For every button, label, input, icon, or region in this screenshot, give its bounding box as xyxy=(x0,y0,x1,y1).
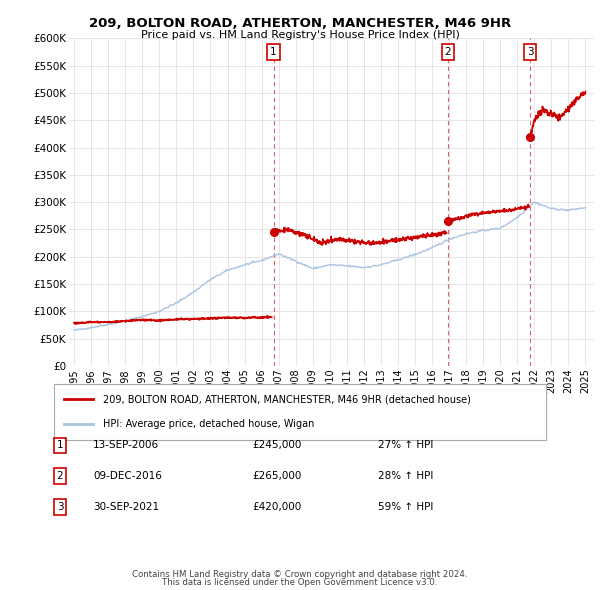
Text: 2: 2 xyxy=(56,471,64,481)
Text: 1: 1 xyxy=(56,441,64,450)
Text: 27% ↑ HPI: 27% ↑ HPI xyxy=(378,441,433,450)
Text: 28% ↑ HPI: 28% ↑ HPI xyxy=(378,471,433,481)
Text: 59% ↑ HPI: 59% ↑ HPI xyxy=(378,502,433,512)
Text: 30-SEP-2021: 30-SEP-2021 xyxy=(93,502,159,512)
Text: 2: 2 xyxy=(445,47,451,57)
Text: £420,000: £420,000 xyxy=(252,502,301,512)
Text: Contains HM Land Registry data © Crown copyright and database right 2024.: Contains HM Land Registry data © Crown c… xyxy=(132,571,468,579)
Text: This data is licensed under the Open Government Licence v3.0.: This data is licensed under the Open Gov… xyxy=(163,578,437,587)
Text: 1: 1 xyxy=(270,47,277,57)
Text: 209, BOLTON ROAD, ATHERTON, MANCHESTER, M46 9HR (detached house): 209, BOLTON ROAD, ATHERTON, MANCHESTER, … xyxy=(103,394,471,404)
Text: 3: 3 xyxy=(527,47,533,57)
Text: 09-DEC-2016: 09-DEC-2016 xyxy=(93,471,162,481)
Text: HPI: Average price, detached house, Wigan: HPI: Average price, detached house, Wiga… xyxy=(103,419,314,429)
Text: 209, BOLTON ROAD, ATHERTON, MANCHESTER, M46 9HR: 209, BOLTON ROAD, ATHERTON, MANCHESTER, … xyxy=(89,17,511,30)
Text: 13-SEP-2006: 13-SEP-2006 xyxy=(93,441,159,450)
Text: 3: 3 xyxy=(56,502,64,512)
Text: £245,000: £245,000 xyxy=(252,441,301,450)
Text: £265,000: £265,000 xyxy=(252,471,301,481)
Text: Price paid vs. HM Land Registry's House Price Index (HPI): Price paid vs. HM Land Registry's House … xyxy=(140,30,460,40)
